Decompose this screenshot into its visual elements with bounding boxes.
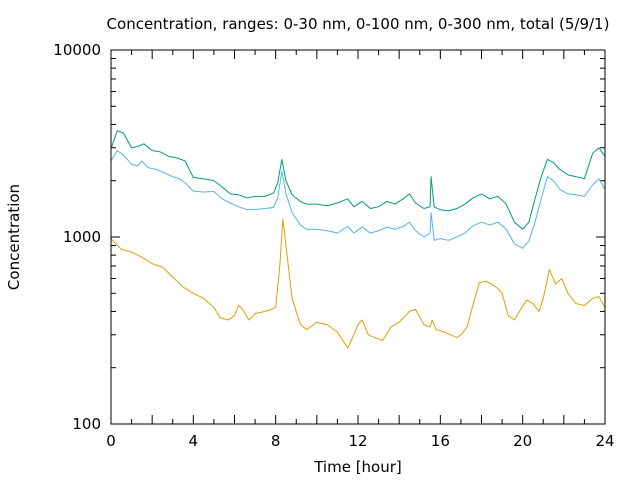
tick-labels: 0 4 8 12 16 20 24 100 1000 10000 — [53, 41, 614, 450]
y-tick-label: 10000 — [53, 41, 101, 59]
chart-title: Concentration, ranges: 0-30 nm, 0-100 nm… — [107, 15, 610, 33]
series-line-2 — [110, 150, 606, 249]
x-tick-label: 8 — [271, 432, 281, 450]
series-line-1 — [110, 218, 606, 349]
x-tick-label: 0 — [106, 432, 116, 450]
x-axis-label: Time [hour] — [313, 458, 402, 476]
x-tick-label: 12 — [348, 432, 367, 450]
x-tick-label: 24 — [595, 432, 614, 450]
plot-frame — [110, 49, 606, 425]
y-axis-label: Concentration — [5, 184, 23, 290]
y-tick-label: 1000 — [63, 228, 101, 246]
axis-ticks — [110, 49, 606, 425]
y-tick-label: 100 — [72, 415, 101, 433]
x-tick-label: 20 — [513, 432, 532, 450]
series-line-3 — [110, 130, 606, 230]
series-layer — [110, 130, 606, 349]
x-tick-label: 4 — [189, 432, 199, 450]
x-tick-label: 16 — [431, 432, 450, 450]
